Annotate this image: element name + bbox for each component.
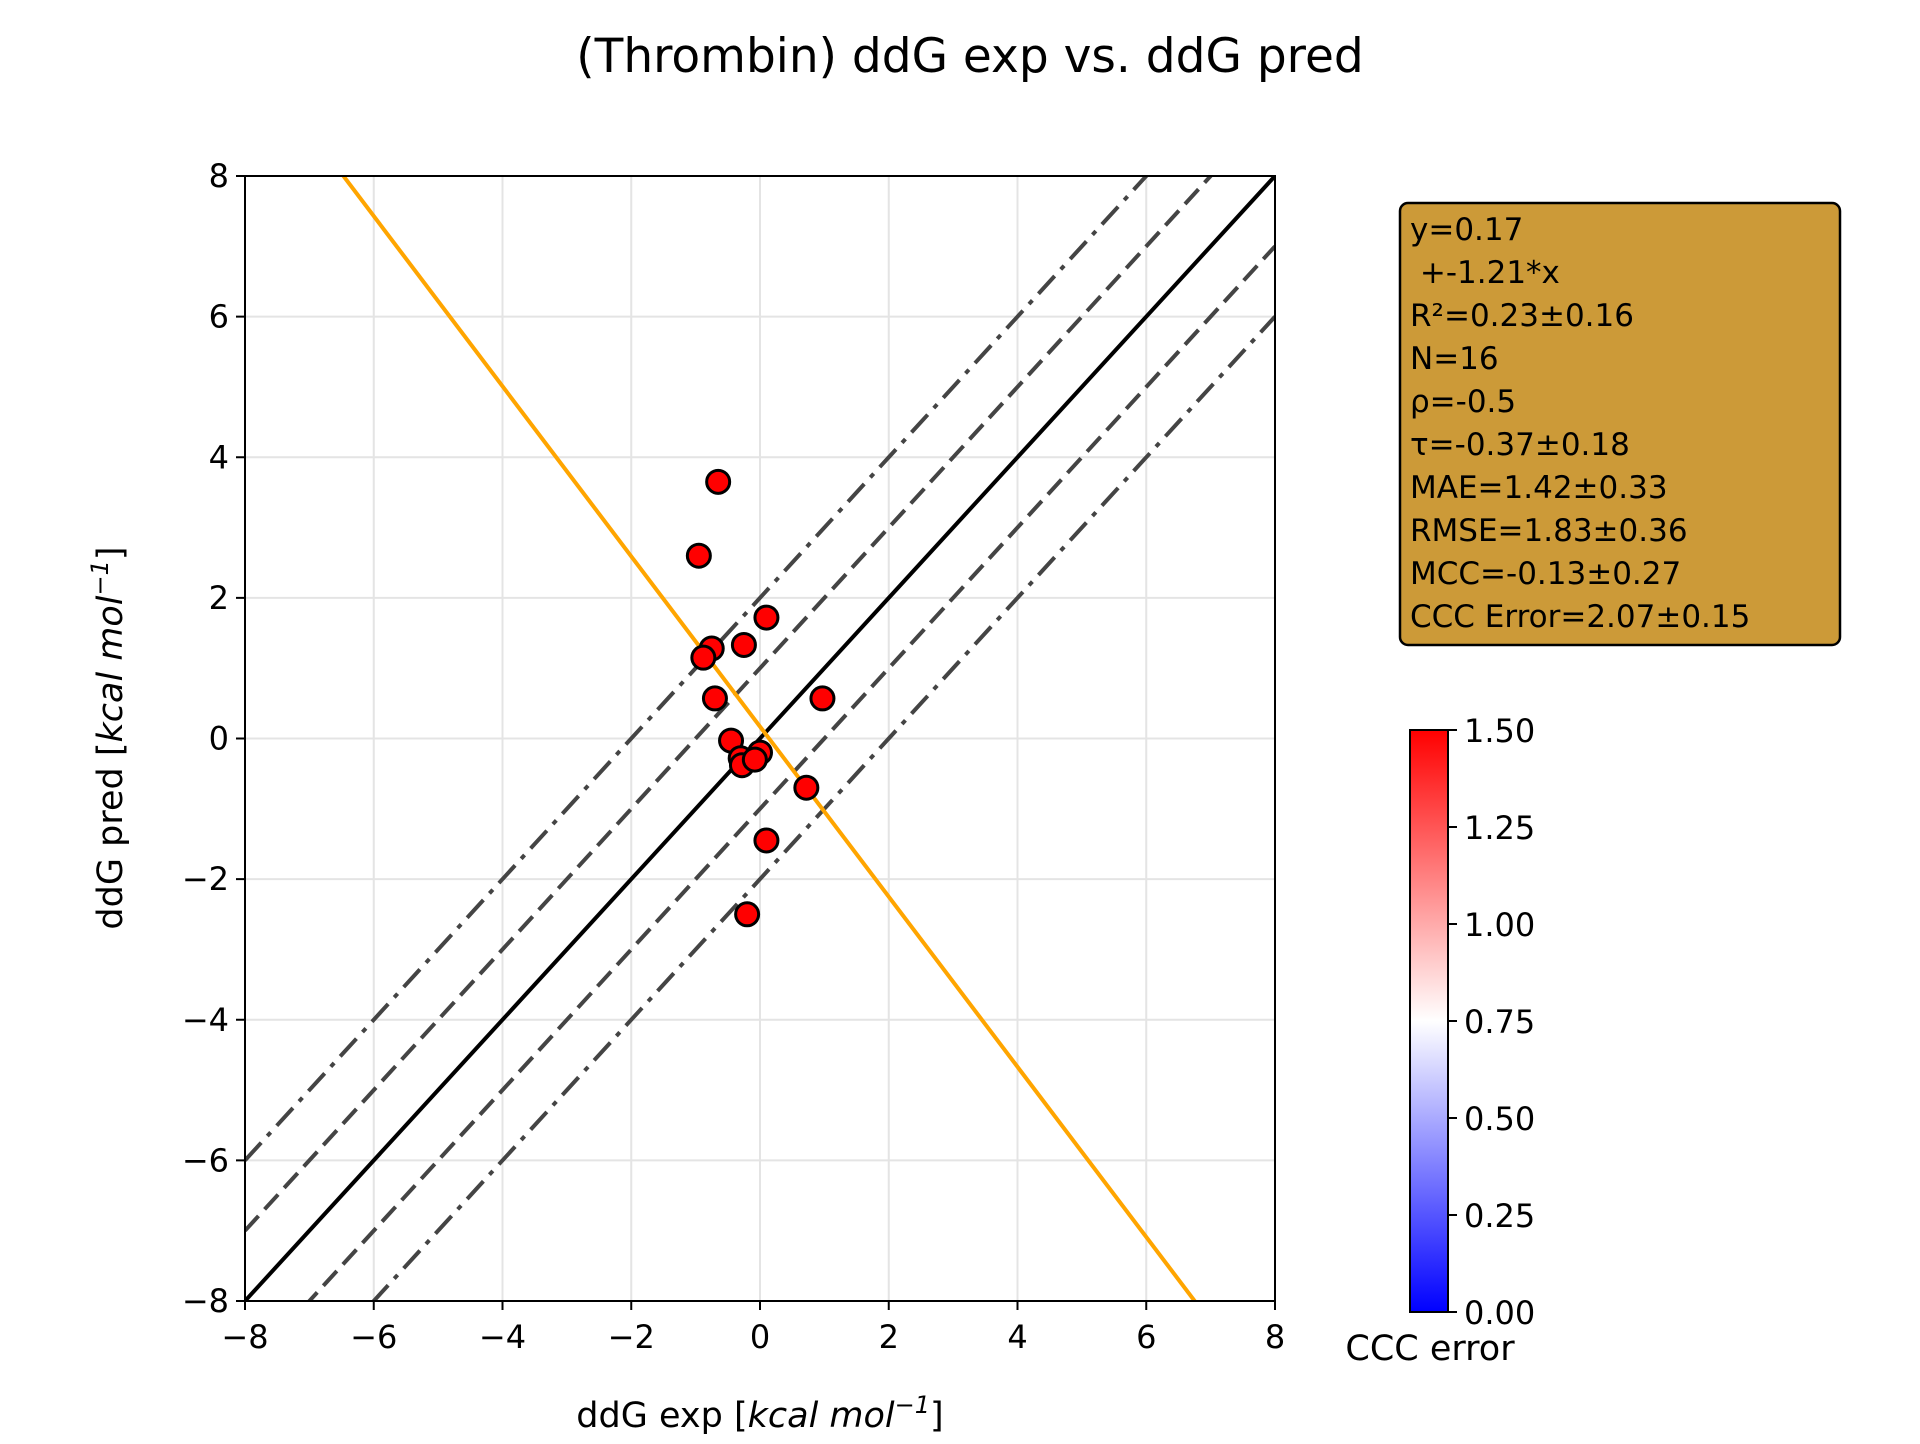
reference-line-dashdot-3 <box>245 176 1149 1162</box>
data-point-2 <box>753 604 780 631</box>
y-tick-label-0: −8 <box>182 1282 229 1320</box>
x-axis-ticks: −8 −6 −4 −2 0 2 4 6 8 <box>221 1301 1285 1356</box>
reference-line-solid-0 <box>245 176 1275 1301</box>
data-point-5 <box>690 644 717 671</box>
x-tick-label-7: 6 <box>1136 1318 1156 1356</box>
data-point-13 <box>793 774 820 801</box>
colorbar-gradient <box>1409 729 1449 1313</box>
y-axis-label-exponent: −1 <box>86 560 114 595</box>
y-tick-label-1: −6 <box>182 1141 229 1179</box>
reference-line-dashed-2 <box>306 244 1275 1301</box>
colorbar-ticks: 0.00 0.25 0.50 0.75 1.00 1.25 1.50 <box>1448 712 1535 1332</box>
colorbar-tick-label-2: 0.50 <box>1464 1100 1535 1138</box>
data-point-12 <box>741 746 768 773</box>
y-tick-label-2: −4 <box>182 1001 229 1039</box>
x-tick-label-0: −8 <box>221 1318 268 1356</box>
x-tick-label-5: 2 <box>879 1318 899 1356</box>
stats-line-rho: ρ=-0.5 <box>1410 384 1516 420</box>
x-axis-label-suffix: ] <box>930 1396 944 1436</box>
stats-line-ccc-error: CCC Error=2.07±0.15 <box>1410 599 1750 635</box>
x-axis-label-unit: kcal mol <box>748 1396 895 1436</box>
stats-line-r2: R²=0.23±0.16 <box>1410 298 1634 334</box>
y-tick-label-3: −2 <box>182 860 229 898</box>
y-axis-ticks: −8 −6 −4 −2 0 2 4 6 8 <box>182 157 245 1320</box>
x-tick-label-4: 0 <box>750 1318 770 1356</box>
y-axis-label-unit: kcal mol <box>91 595 131 742</box>
x-tick-label-8: 8 <box>1265 1318 1285 1356</box>
stats-box: y=0.17 +-1.21*x R²=0.23±0.16 N=16 ρ=-0.5… <box>1398 201 1842 647</box>
data-point-15 <box>734 901 761 928</box>
y-tick-label-7: 6 <box>209 298 229 336</box>
data-points <box>685 468 836 928</box>
data-point-14 <box>753 827 780 854</box>
x-axis-label-prefix: ddG exp [ <box>576 1396 747 1436</box>
y-axis-label-prefix: ddG pred [ <box>91 743 131 930</box>
colorbar-tick-label-0: 0.00 <box>1464 1294 1535 1332</box>
stats-line-tau: τ=-0.37±0.18 <box>1410 427 1630 463</box>
x-axis-label: ddG exp [kcal mol−1] <box>576 1391 943 1436</box>
colorbar: 0.00 0.25 0.50 0.75 1.00 1.25 1.50 CCC error <box>1345 712 1535 1369</box>
data-point-1 <box>685 542 712 569</box>
y-axis-label-suffix: ] <box>91 546 131 560</box>
fit-line <box>340 176 1198 1301</box>
stats-line-slope: +-1.21*x <box>1410 255 1560 291</box>
y-tick-label-5: 2 <box>209 579 229 617</box>
stats-line-rmse: RMSE=1.83±0.36 <box>1410 513 1688 549</box>
colorbar-tick-label-5: 1.25 <box>1464 809 1535 847</box>
colorbar-tick-label-4: 1.00 <box>1464 906 1535 944</box>
x-tick-label-2: −4 <box>479 1318 526 1356</box>
stats-line-n: N=16 <box>1410 341 1499 377</box>
y-axis-label: ddG pred [kcal mol−1] <box>86 546 131 929</box>
colorbar-tick-label-6: 1.50 <box>1464 712 1535 750</box>
reference-line-dashdot-4 <box>371 315 1275 1301</box>
plot-lines <box>245 176 1275 1301</box>
y-tick-label-4: 0 <box>209 720 229 758</box>
x-axis-label-exponent: −1 <box>895 1391 930 1419</box>
data-point-7 <box>809 685 836 712</box>
y-tick-label-6: 4 <box>209 438 229 476</box>
colorbar-tick-label-1: 0.25 <box>1464 1197 1535 1235</box>
stats-line-mae: MAE=1.42±0.33 <box>1410 470 1668 506</box>
data-point-6 <box>701 685 728 712</box>
chart-title: (Thrombin) ddG exp vs. ddG pred <box>576 29 1363 84</box>
stats-line-mcc: MCC=-0.13±0.27 <box>1410 556 1681 592</box>
data-point-3 <box>730 631 757 658</box>
colorbar-label: CCC error <box>1345 1329 1515 1369</box>
y-tick-label-8: 8 <box>209 157 229 195</box>
x-tick-label-1: −6 <box>350 1318 397 1356</box>
x-tick-label-3: −2 <box>608 1318 655 1356</box>
x-tick-label-6: 4 <box>1007 1318 1027 1356</box>
data-point-0 <box>705 468 732 495</box>
colorbar-tick-label-3: 0.75 <box>1464 1003 1535 1041</box>
stats-box-background <box>1398 201 1842 647</box>
reference-line-dashed-1 <box>245 176 1214 1233</box>
stats-line-equation: y=0.17 <box>1410 212 1523 248</box>
